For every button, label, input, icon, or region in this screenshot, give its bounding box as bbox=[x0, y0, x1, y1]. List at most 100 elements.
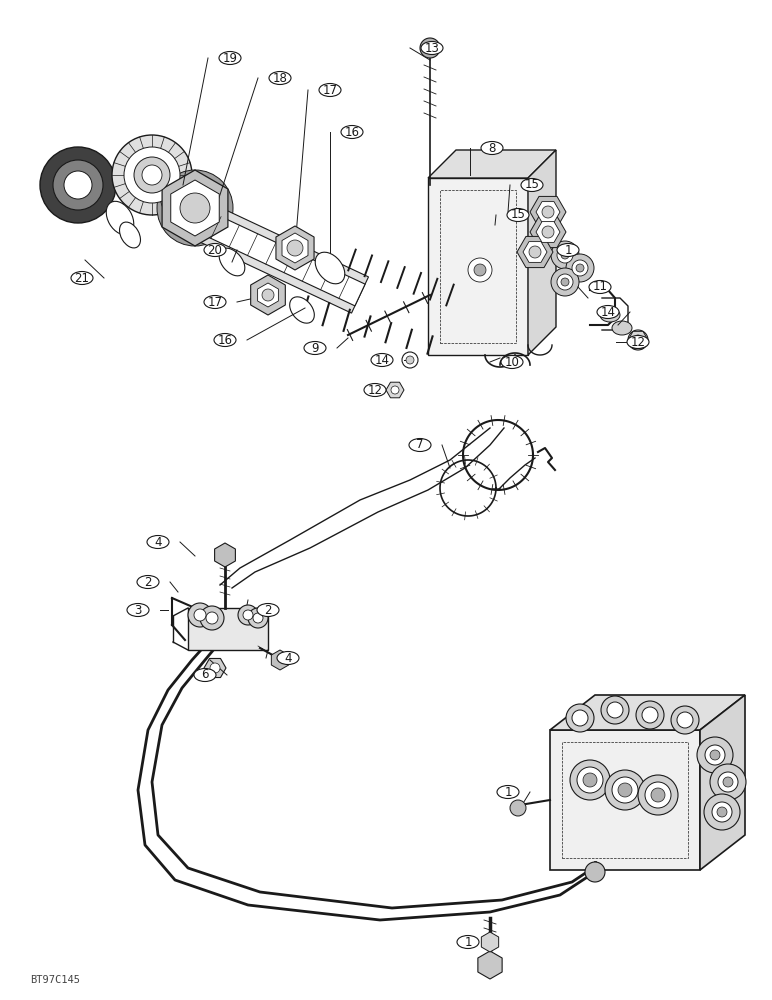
Text: 1: 1 bbox=[504, 786, 512, 798]
Ellipse shape bbox=[147, 536, 169, 548]
Circle shape bbox=[585, 862, 605, 882]
Ellipse shape bbox=[194, 668, 216, 682]
Circle shape bbox=[583, 773, 597, 787]
Polygon shape bbox=[271, 650, 289, 670]
Text: 1: 1 bbox=[564, 243, 572, 256]
Circle shape bbox=[566, 254, 594, 282]
Ellipse shape bbox=[589, 280, 611, 294]
Text: 11: 11 bbox=[592, 280, 608, 294]
Ellipse shape bbox=[341, 125, 363, 138]
Circle shape bbox=[64, 171, 92, 199]
Text: 2: 2 bbox=[144, 576, 152, 588]
Ellipse shape bbox=[481, 141, 503, 154]
Circle shape bbox=[194, 609, 206, 621]
Circle shape bbox=[612, 777, 638, 803]
Ellipse shape bbox=[507, 209, 529, 222]
Circle shape bbox=[651, 788, 665, 802]
Circle shape bbox=[142, 165, 162, 185]
Ellipse shape bbox=[204, 243, 226, 256]
Circle shape bbox=[200, 606, 224, 630]
Polygon shape bbox=[276, 226, 314, 270]
Polygon shape bbox=[628, 331, 648, 349]
Text: 4: 4 bbox=[284, 652, 292, 664]
Ellipse shape bbox=[315, 252, 345, 284]
Text: 9: 9 bbox=[311, 342, 319, 355]
Text: 1: 1 bbox=[464, 936, 472, 948]
Ellipse shape bbox=[497, 786, 519, 798]
Circle shape bbox=[717, 807, 727, 817]
Text: 16: 16 bbox=[218, 334, 232, 347]
Circle shape bbox=[40, 147, 116, 223]
Circle shape bbox=[287, 240, 303, 256]
Text: 8: 8 bbox=[489, 141, 496, 154]
Polygon shape bbox=[162, 170, 228, 246]
Polygon shape bbox=[204, 658, 226, 678]
Circle shape bbox=[618, 783, 632, 797]
Circle shape bbox=[712, 802, 732, 822]
Circle shape bbox=[607, 702, 623, 718]
Circle shape bbox=[406, 356, 414, 364]
Ellipse shape bbox=[421, 41, 443, 54]
Ellipse shape bbox=[371, 354, 393, 366]
Ellipse shape bbox=[269, 72, 291, 85]
Polygon shape bbox=[517, 236, 553, 268]
Circle shape bbox=[576, 264, 584, 272]
Circle shape bbox=[601, 696, 629, 724]
Text: 3: 3 bbox=[134, 603, 142, 616]
Text: 15: 15 bbox=[510, 209, 526, 222]
Circle shape bbox=[645, 782, 671, 808]
Ellipse shape bbox=[597, 306, 619, 318]
Ellipse shape bbox=[219, 248, 245, 276]
Circle shape bbox=[633, 335, 643, 345]
Ellipse shape bbox=[277, 652, 299, 664]
Circle shape bbox=[636, 701, 664, 729]
Circle shape bbox=[671, 706, 699, 734]
Text: 20: 20 bbox=[208, 243, 222, 256]
Circle shape bbox=[551, 268, 579, 296]
Circle shape bbox=[206, 612, 218, 624]
Text: BT97C145: BT97C145 bbox=[30, 975, 80, 985]
Ellipse shape bbox=[127, 603, 149, 616]
Circle shape bbox=[561, 251, 569, 259]
Circle shape bbox=[705, 745, 725, 765]
Circle shape bbox=[605, 770, 645, 810]
Circle shape bbox=[253, 613, 263, 623]
Circle shape bbox=[718, 772, 738, 792]
Text: 14: 14 bbox=[601, 306, 615, 318]
Text: 17: 17 bbox=[208, 296, 222, 308]
Polygon shape bbox=[478, 951, 502, 979]
Ellipse shape bbox=[71, 271, 93, 284]
Circle shape bbox=[157, 170, 233, 246]
Polygon shape bbox=[481, 932, 499, 952]
Circle shape bbox=[53, 160, 103, 210]
Text: 12: 12 bbox=[631, 336, 645, 349]
Text: 19: 19 bbox=[222, 51, 238, 64]
Polygon shape bbox=[191, 202, 368, 313]
Ellipse shape bbox=[120, 222, 141, 248]
Polygon shape bbox=[536, 222, 560, 242]
Ellipse shape bbox=[612, 321, 632, 335]
Bar bbox=[550, 730, 700, 870]
Circle shape bbox=[723, 777, 733, 787]
Polygon shape bbox=[258, 283, 279, 307]
Bar bbox=[188, 608, 268, 650]
Polygon shape bbox=[536, 202, 560, 222]
Circle shape bbox=[510, 800, 526, 816]
Circle shape bbox=[572, 710, 588, 726]
Circle shape bbox=[173, 186, 217, 230]
Polygon shape bbox=[428, 150, 556, 178]
Text: 7: 7 bbox=[416, 438, 424, 452]
Ellipse shape bbox=[107, 201, 134, 235]
Circle shape bbox=[112, 135, 192, 215]
Text: 12: 12 bbox=[367, 383, 382, 396]
Polygon shape bbox=[195, 209, 365, 306]
Circle shape bbox=[468, 258, 492, 282]
Ellipse shape bbox=[319, 84, 341, 97]
Ellipse shape bbox=[257, 603, 279, 616]
Ellipse shape bbox=[501, 356, 523, 368]
Ellipse shape bbox=[409, 438, 431, 452]
Polygon shape bbox=[215, 543, 235, 567]
Ellipse shape bbox=[137, 576, 159, 588]
Circle shape bbox=[210, 663, 220, 673]
Ellipse shape bbox=[627, 336, 649, 349]
